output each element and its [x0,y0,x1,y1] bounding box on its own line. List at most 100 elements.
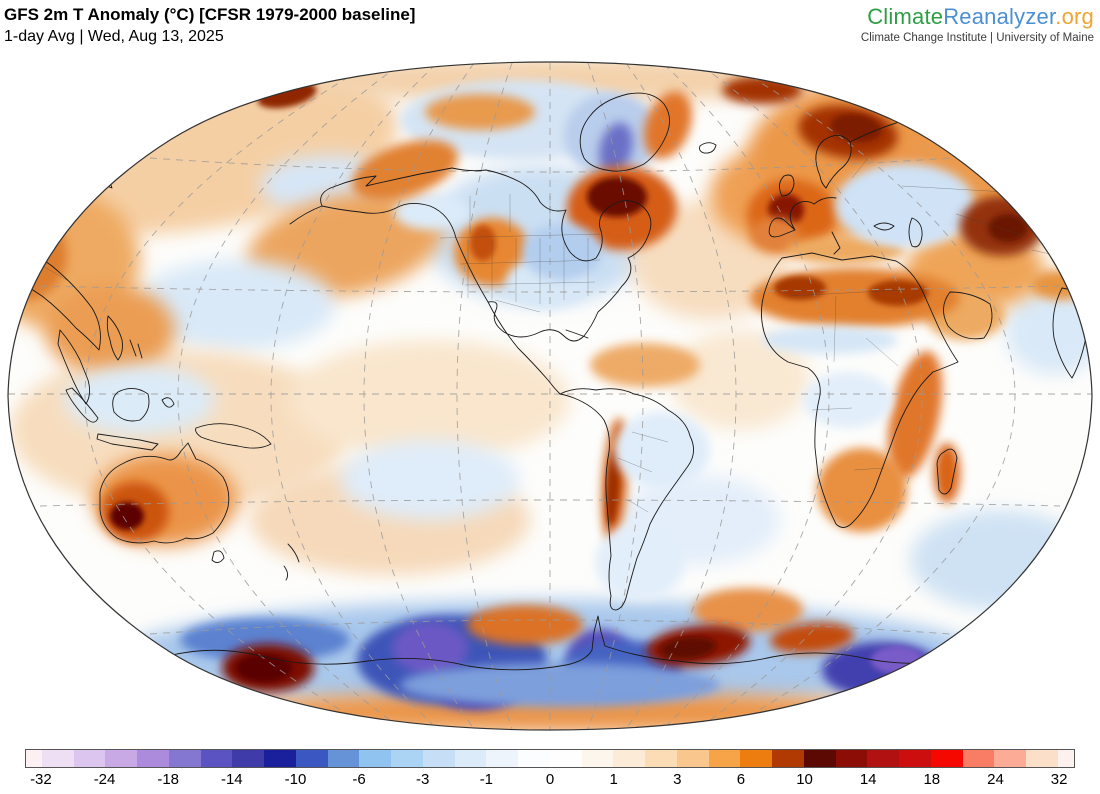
colorbar-segment [295,750,328,767]
anomaly-region-madagascar-warm [934,443,960,503]
anomaly-region-sahara-hot [750,268,960,328]
colorbar-segment [835,750,868,767]
colorbar-segment [708,750,741,767]
coast-borneo [112,388,150,422]
coast-madagascar [936,448,958,495]
coast-iceland [699,142,717,154]
map-outline [7,61,1093,731]
colorbar-labels: -32 -24 -18 -14 -10 -6 -3 -1 0 1 3 6 10 14 18 24 32 [25,771,1075,791]
anomaly-region-antarctic-red-mid-core [660,636,716,660]
coast-china [8,237,101,351]
institute-tagline: Climate Change Institute | University of… [860,32,1094,44]
colorbar-segment [200,750,233,767]
anomaly-region-greenland-east-warm [644,91,692,159]
logo-reanalyzer: Reanalyzer [943,4,1056,29]
anomaly-region-sahara-dark1 [774,276,826,300]
colorbar-segment [803,750,836,767]
coast-sulawesi [161,397,175,408]
colorbar [25,749,1075,768]
anomaly-region-nsa-warm [590,343,700,387]
coast-caspian [873,217,923,248]
colorbar-tick-label: -18 [157,771,180,788]
anomaly-region-greenland-cold-core [599,122,633,174]
anomaly-region-southern-purple1 [392,622,468,674]
anomaly-region-left-top-dark [8,95,40,145]
coast-java [96,433,159,451]
colorbar-tick-label: -10 [284,771,307,788]
anomaly-region-satl-orange-s [693,588,803,632]
anomaly-region-hudson-cool [522,224,602,280]
colorbar-tick-label: 32 [1050,771,1068,788]
colorbar-segment [105,750,138,767]
colorbar-segment [994,750,1027,767]
colorbar-segment [549,750,582,767]
colorbar-segment [454,750,487,767]
anomaly-region-quebec-hot-core [587,177,647,217]
colorbar-tick-label: 10 [796,771,813,788]
anomaly-region-eastafrica-warm [887,351,943,479]
coast-asia-left-north [8,144,113,189]
coast-africa [761,252,959,528]
page-subtitle: 1-day Avg | Wed, Aug 13, 2025 [4,28,224,45]
colorbar-tick-label: 14 [859,771,877,788]
colorbar-tick-label: 6 [736,771,746,788]
coast-south-america [559,388,694,611]
anomaly-region-npacific-cool-low [135,260,335,350]
anomaly-region-baffin-warm [425,94,535,130]
anomaly-region-sahara-dark2 [868,280,928,306]
coast-new-guinea [195,423,272,449]
colorbar-tick-label: 1 [609,771,618,788]
anomaly-region-antarctic-maroon-core [236,654,292,682]
colorbar-segment [26,750,42,767]
site-logo-link[interactable]: ClimateReanalyzer.org Climate Change Ins… [861,4,1094,44]
colorbar-segment [676,750,709,767]
anomaly-region-novaya-dark [830,113,882,143]
colorbar-segment [137,750,169,767]
anomaly-region-aus-hot-core [110,502,144,530]
anomaly-region-safrica-warm [817,448,907,532]
colorbar-tick-label: -14 [220,771,243,788]
page-title: GFS 2m T Anomaly (°C) [CFSR 1979-2000 ba… [4,5,416,24]
anomaly-region-scone-cool [595,524,685,600]
anomaly-region-iberia-warm [750,217,800,253]
anomaly-region-us-west-core [470,225,496,261]
colorbar-segment [899,750,931,767]
anomaly-region-andes-core [606,449,620,525]
coast-europe [768,197,841,255]
anomaly-region-spac-orange-s [467,605,583,645]
colorbar-segment [359,750,392,767]
colorbar-tick-label: -3 [416,771,430,788]
anomaly-region-seasia-wash [45,285,175,375]
colorbar-segment [645,750,677,767]
coast-indochina [57,329,91,405]
logo-org: .org [1055,4,1094,29]
coast-uk [779,174,795,197]
colorbar-segment [264,750,296,767]
colorbar-segment [486,750,519,767]
colorbar-segment [41,750,74,767]
colorbar-tick-label: 18 [923,771,941,788]
colorbar-segment [613,750,646,767]
coast-tasmania [211,550,225,563]
colorbar-segment [867,750,900,767]
site-logo: ClimateReanalyzer.org [861,4,1094,30]
anomaly-region-antarctic-orange2 [770,622,854,654]
colorbar-tick-label: -6 [352,771,366,788]
colorbar-segment [73,750,106,767]
anomaly-region-alaska-warm [352,139,458,201]
coast-cuba [565,329,589,339]
colorbar-segment [1057,750,1074,767]
logo-climate: Climate [867,4,944,29]
colorbar-segment [232,750,265,767]
coast-antarctica [167,615,953,671]
colorbar-tick-label: -24 [93,771,116,788]
coast-new-zealand [283,543,300,581]
coast-north-america [289,167,652,395]
anomaly-region-s-indian-wash [910,510,1090,610]
colorbar-segment [1026,750,1058,767]
colorbar-segment [930,750,963,767]
anomaly-region-india-top-warm [1030,270,1090,300]
colorbar-segment [962,750,995,767]
anomaly-region-easteurope-cool [835,163,975,247]
